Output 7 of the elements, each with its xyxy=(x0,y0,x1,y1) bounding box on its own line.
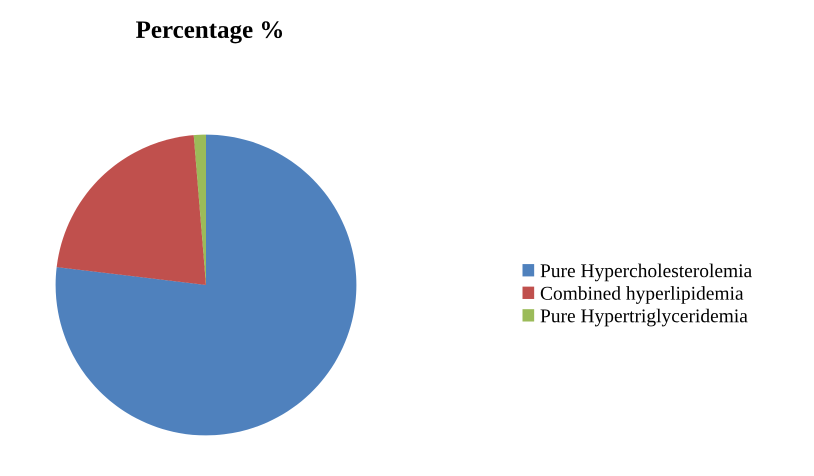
chart-title: Percentage % xyxy=(136,21,282,44)
pie-slice xyxy=(56,135,206,285)
pie-slice xyxy=(56,134,356,436)
legend-label: Pure Hypercholesterolemia xyxy=(540,264,752,282)
pie-slice xyxy=(194,134,206,285)
legend-label: Combined hyperlipidemia xyxy=(540,286,744,304)
legend-label: Pure Hypertriglyceridemia xyxy=(540,308,748,326)
